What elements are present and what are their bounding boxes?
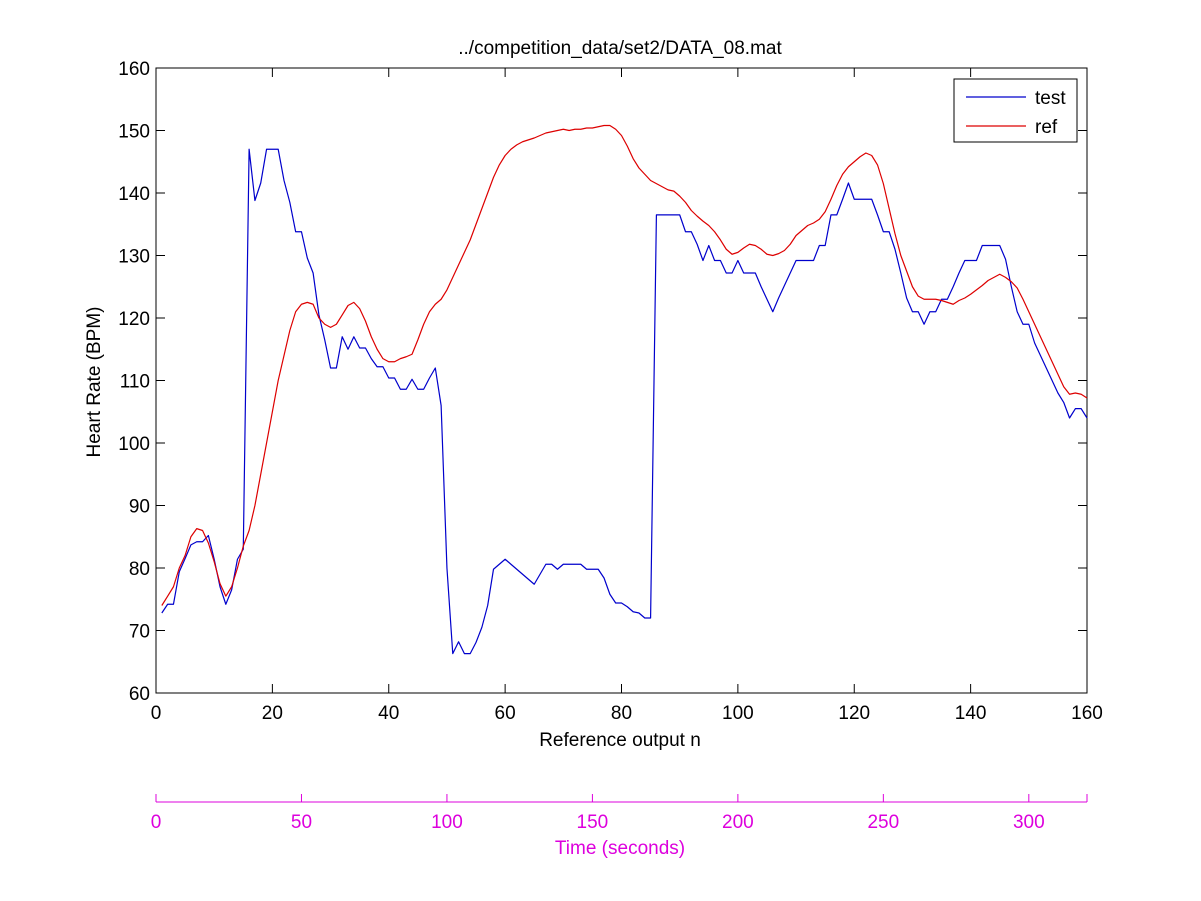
y-tick-label: 70: [129, 622, 150, 643]
y-tick-label: 110: [120, 372, 150, 393]
y-tick-label: 90: [129, 497, 150, 518]
x-axis-label: Reference output n: [539, 730, 701, 751]
y-tick-label: 60: [129, 684, 150, 705]
series-line-ref: [161, 124, 1088, 606]
y-tick-label: 80: [129, 559, 150, 580]
y-axis-label: Heart Rate (BPM): [84, 307, 105, 458]
time-tick-label: 250: [867, 812, 899, 833]
legend: test ref: [953, 78, 1078, 143]
time-axis-label: Time (seconds): [555, 838, 685, 859]
y-tick-label: 120: [118, 309, 150, 330]
plot-box: [155, 67, 1088, 694]
x-tick-label: 100: [722, 703, 754, 724]
x-tick-label: 0: [151, 703, 162, 724]
plot-area: 0 20 40 60 80 100 120 140 160 60 70 80 90 100 110 120 13…: [118, 59, 1103, 724]
time-tick-label: 0: [151, 812, 162, 833]
legend-box: [953, 78, 1078, 143]
x-tick-label: 80: [611, 703, 632, 724]
series-line-test: [161, 148, 1088, 655]
y-tick-label: 100: [118, 434, 150, 455]
x-tick-label: 160: [1071, 703, 1103, 724]
time-tick-label: 100: [431, 812, 463, 833]
time-tick-label: 200: [722, 812, 754, 833]
y-tick-label: 160: [118, 59, 150, 80]
legend-label-ref: ref: [1035, 117, 1058, 138]
time-tick-label: 300: [1013, 812, 1045, 833]
legend-label-test: test: [1035, 88, 1066, 109]
x-tick-label: 20: [262, 703, 283, 724]
time-tick-label: 150: [577, 812, 609, 833]
time-axis: 0 50 100 150 200 250 300: [151, 794, 1088, 833]
x-tick-label: 40: [378, 703, 399, 724]
x-tick-label: 140: [955, 703, 987, 724]
y-tick-label: 130: [118, 247, 150, 268]
x-tick-label: 60: [495, 703, 516, 724]
time-tick-label: 50: [291, 812, 312, 833]
y-tick-label: 150: [118, 122, 150, 143]
y-tick-label: 140: [118, 184, 150, 205]
chart-title: ../competition_data/set2/DATA_08.mat: [458, 38, 782, 59]
x-tick-label: 120: [838, 703, 870, 724]
